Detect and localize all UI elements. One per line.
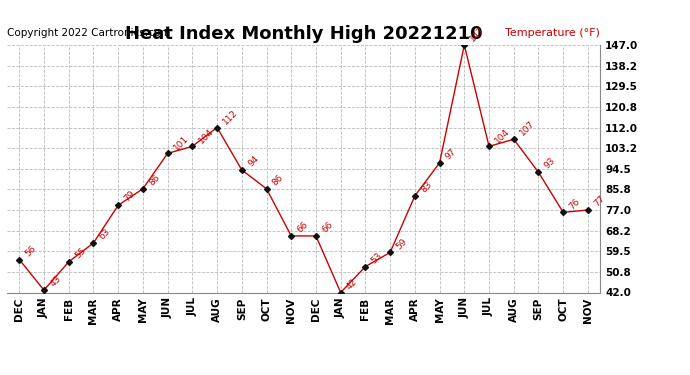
Text: 66: 66	[295, 220, 310, 234]
Text: 93: 93	[542, 156, 557, 171]
Text: 86: 86	[270, 173, 285, 188]
Text: 63: 63	[97, 227, 112, 242]
Text: 76: 76	[567, 196, 582, 211]
Text: 59: 59	[394, 237, 408, 251]
Text: 55: 55	[73, 246, 88, 261]
Text: 83: 83	[419, 180, 433, 195]
Text: Temperature (°F): Temperature (°F)	[505, 28, 600, 38]
Text: 101: 101	[172, 134, 190, 152]
Text: 94: 94	[246, 154, 260, 168]
Text: 104: 104	[197, 126, 215, 145]
Title: Heat Index Monthly High 20221210: Heat Index Monthly High 20221210	[125, 26, 482, 44]
Text: 112: 112	[221, 108, 239, 126]
Text: 53: 53	[370, 251, 384, 265]
Text: 107: 107	[518, 119, 537, 138]
Text: 66: 66	[320, 220, 335, 234]
Text: 56: 56	[23, 244, 38, 258]
Text: 43: 43	[48, 274, 63, 289]
Text: 77: 77	[592, 194, 607, 208]
Text: 79: 79	[122, 189, 137, 204]
Text: 86: 86	[147, 173, 161, 188]
Text: 104: 104	[493, 126, 512, 145]
Text: 147: 147	[469, 25, 487, 44]
Text: 42: 42	[345, 277, 359, 291]
Text: 97: 97	[444, 147, 458, 162]
Text: Copyright 2022 Cartronics.com: Copyright 2022 Cartronics.com	[7, 28, 170, 38]
